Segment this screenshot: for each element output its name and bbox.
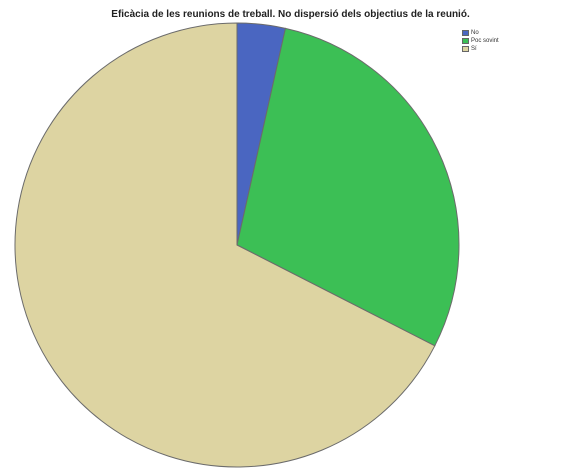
legend-label-no: No: [471, 30, 479, 36]
pie-slices: [14, 22, 460, 468]
chart-title: Eficàcia de les reunions de treball. No …: [111, 9, 470, 20]
legend-label-poc-sovint: Poc sovint: [471, 38, 499, 44]
legend-swatch-si: [462, 46, 469, 52]
legend-label-si: Sí: [471, 46, 477, 52]
legend-item-poc-sovint: Poc sovint: [462, 37, 499, 45]
pie-slice-poc-sovint: [236, 27, 460, 347]
legend: No Poc sovint Sí: [462, 29, 499, 53]
legend-swatch-poc-sovint: [462, 38, 469, 44]
legend-item-si: Sí: [462, 45, 499, 53]
legend-item-no: No: [462, 29, 499, 37]
legend-swatch-no: [462, 30, 469, 36]
pie-slice-si: [14, 22, 436, 468]
